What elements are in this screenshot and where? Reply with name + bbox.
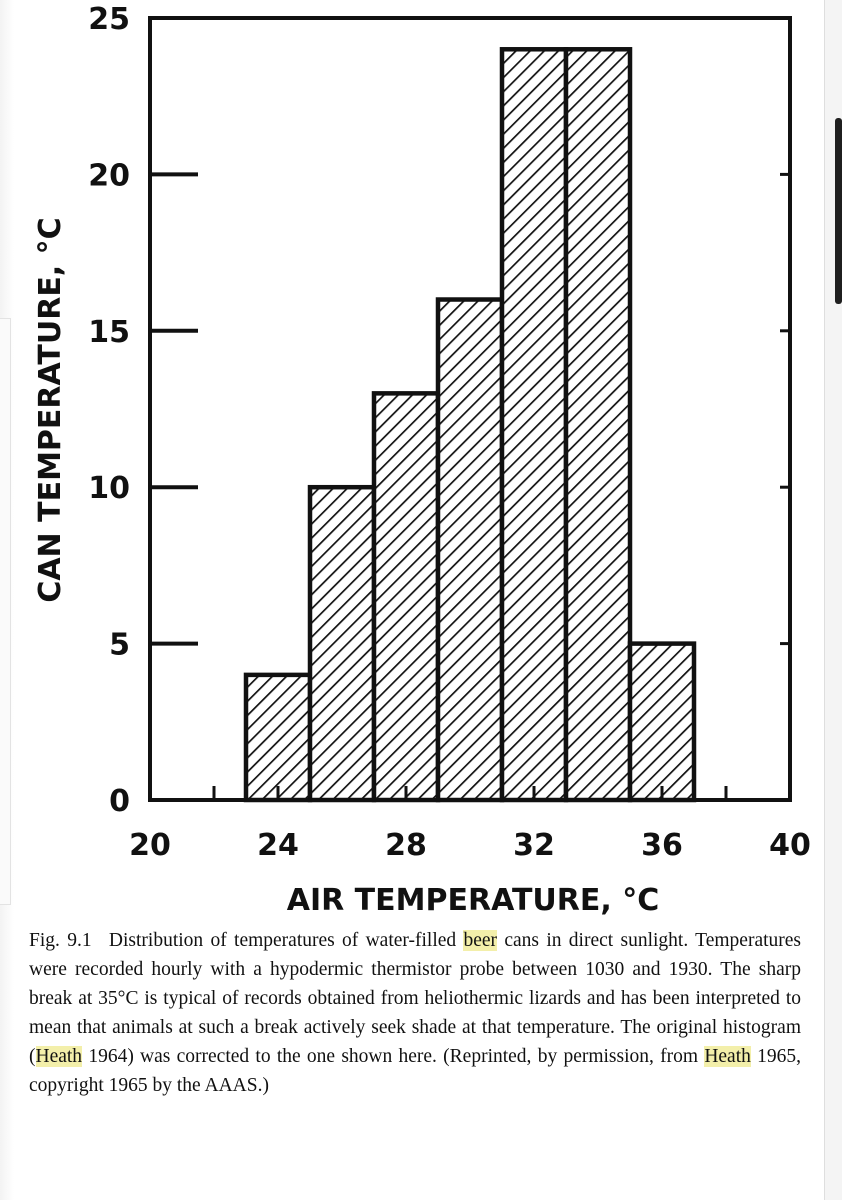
x-axis-title: AIR TEMPERATURE, °C bbox=[287, 883, 659, 918]
histogram-bar bbox=[435, 297, 505, 803]
histogram-bar bbox=[371, 391, 441, 803]
x-tick-label: 24 bbox=[257, 828, 299, 863]
caption-text-2: cans in direct sunlight. Temperatures we… bbox=[29, 930, 802, 1067]
plot-frame bbox=[148, 16, 792, 802]
y-axis-title: CAN TEMPERATURE, °C bbox=[33, 217, 68, 602]
search-highlight-heath-1: Heath bbox=[35, 1046, 83, 1067]
bars-layer bbox=[243, 47, 697, 803]
caption-text-3: 1964) was corrected to the one shown her… bbox=[82, 1046, 705, 1067]
y-tick-label: 0 bbox=[109, 784, 130, 819]
histogram-bar bbox=[499, 47, 569, 803]
histogram-bar bbox=[243, 672, 313, 803]
caption-text-1: Distribution of temperatures of water-fi… bbox=[108, 930, 464, 951]
x-tick-label: 32 bbox=[513, 828, 555, 863]
x-tick-label: 28 bbox=[385, 828, 427, 863]
ticks-layer bbox=[150, 172, 790, 800]
histogram-chart: 0 5 10 15 20 25 20 24 28 32 36 40 CAN TEMPERATURE,… bbox=[33, 2, 811, 918]
x-tick-labels: 20 24 28 32 36 40 bbox=[129, 828, 811, 863]
search-highlight-heath-2: Heath bbox=[704, 1046, 751, 1067]
side-panel-edge bbox=[0, 318, 11, 905]
y-tick-label: 25 bbox=[88, 2, 130, 37]
histogram-bar bbox=[563, 47, 633, 803]
x-tick-label: 20 bbox=[129, 828, 171, 863]
y-tick-label: 5 bbox=[109, 628, 130, 663]
y-tick-label: 15 bbox=[88, 315, 130, 350]
figure-number: Fig. 9.1 bbox=[29, 930, 92, 951]
y-tick-labels: 0 5 10 15 20 25 bbox=[88, 2, 130, 819]
histogram-bar bbox=[627, 641, 697, 803]
figure-caption: Fig. 9.1 Distribution of temperatures of… bbox=[29, 926, 801, 1100]
y-tick-label: 20 bbox=[88, 158, 130, 193]
caption-text-4: 1965, copyright 1965 by the AAAS.) bbox=[29, 1046, 802, 1096]
y-tick-label: 10 bbox=[88, 471, 130, 506]
x-tick-label: 36 bbox=[641, 828, 683, 863]
histogram-bar bbox=[307, 484, 377, 803]
scrollbar-thumb[interactable] bbox=[835, 118, 842, 304]
search-highlight-beer: beer bbox=[463, 930, 498, 951]
x-tick-label: 40 bbox=[769, 828, 811, 863]
